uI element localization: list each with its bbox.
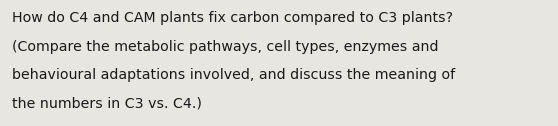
Text: How do C4 and CAM plants fix carbon compared to C3 plants?: How do C4 and CAM plants fix carbon comp… [12,11,454,25]
Text: behavioural adaptations involved, and discuss the meaning of: behavioural adaptations involved, and di… [12,68,455,82]
Text: (Compare the metabolic pathways, cell types, enzymes and: (Compare the metabolic pathways, cell ty… [12,40,439,54]
Text: the numbers in C3 vs. C4.): the numbers in C3 vs. C4.) [12,96,202,110]
